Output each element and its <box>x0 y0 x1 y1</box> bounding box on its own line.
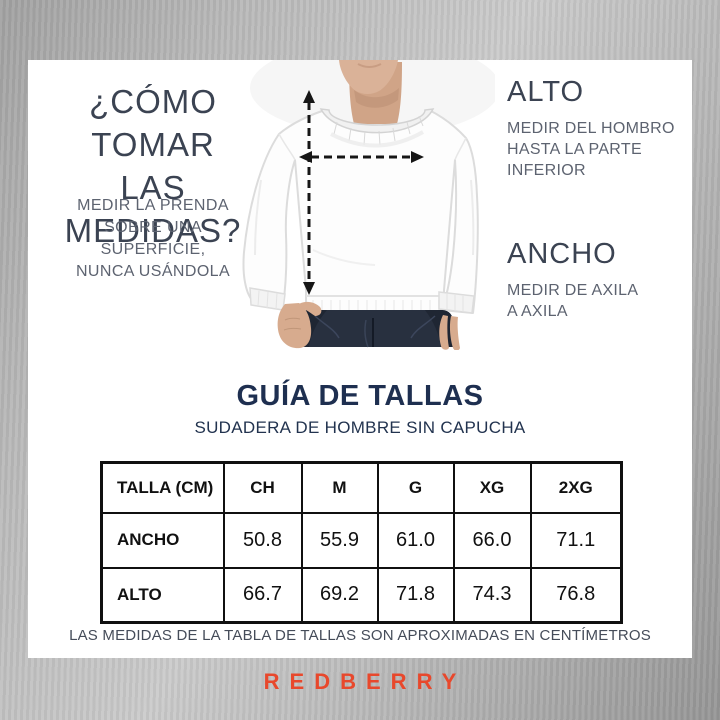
size-guide-title: GUÍA DE TALLAS <box>236 380 484 412</box>
size-column-g: G <box>376 461 455 514</box>
alto-measure-arrow <box>303 90 315 295</box>
size-table-header-row: TALLA (CM) CH M G XG 2XG <box>100 461 623 514</box>
measurements-disclaimer: LAS MEDIDAS DE LA TABLA DE TALLAS SON AP… <box>69 627 651 644</box>
model-face <box>339 60 402 124</box>
how-to-measure-instruction: MEDIR LA PRENDA SOBRE UNA SUPERFICIE, NU… <box>75 197 231 280</box>
how-to-measure-title: ¿CÓMO TOMAR LAS MEDIDAS? <box>64 83 242 249</box>
ancho-description: MEDIR DE AXILA A AXILA <box>507 282 639 320</box>
size-column-2xg: 2XG <box>529 461 623 514</box>
alto-value-xg: 74.3 <box>452 566 532 624</box>
table-row-ancho: ANCHO 50.8 55.9 61.0 66.0 71.1 <box>100 511 623 569</box>
jeans <box>297 310 453 348</box>
info-card: ¿CÓMO TOMAR LAS MEDIDAS? MEDIR LA PRENDA… <box>28 60 692 658</box>
alto-description: MEDIR DEL HOMBRO HASTA LA PARTE INFERIOR <box>507 120 675 179</box>
table-row-alto: ALTO 66.7 69.2 71.8 74.3 76.8 <box>100 566 623 624</box>
size-column-xg: XG <box>452 461 532 514</box>
alto-heading: ALTO <box>507 76 585 108</box>
alto-value-2xg: 76.8 <box>529 566 623 624</box>
alto-section: ALTO MEDIR DEL HOMBRO HASTA LA PARTE INF… <box>507 76 682 181</box>
size-table-corner-header: TALLA (CM) <box>100 461 225 514</box>
row-label-alto: ALTO <box>100 566 225 624</box>
sweatshirt <box>242 108 479 319</box>
ancho-measure-arrow <box>299 151 424 163</box>
alto-value-g: 71.8 <box>376 566 455 624</box>
size-table: TALLA (CM) CH M G XG 2XG ANCHO 50.8 55.9… <box>100 461 623 624</box>
model-hands <box>277 301 460 350</box>
ancho-value-xg: 66.0 <box>452 511 532 569</box>
brand-logo: REDBERRY <box>263 669 467 694</box>
ancho-value-m: 55.9 <box>300 511 379 569</box>
ancho-value-2xg: 71.1 <box>529 511 623 569</box>
model-photo <box>242 60 495 350</box>
ancho-value-ch: 50.8 <box>222 511 303 569</box>
size-guide-subtitle: SUDADERA DE HOMBRE SIN CAPUCHA <box>194 418 526 437</box>
alto-value-m: 69.2 <box>300 566 379 624</box>
ancho-section: ANCHO MEDIR DE AXILA A AXILA <box>507 238 682 322</box>
row-label-ancho: ANCHO <box>100 511 225 569</box>
size-column-m: M <box>300 461 379 514</box>
ancho-value-g: 61.0 <box>376 511 455 569</box>
ancho-heading: ANCHO <box>507 238 617 270</box>
alto-value-ch: 66.7 <box>222 566 303 624</box>
size-column-ch: CH <box>222 461 303 514</box>
